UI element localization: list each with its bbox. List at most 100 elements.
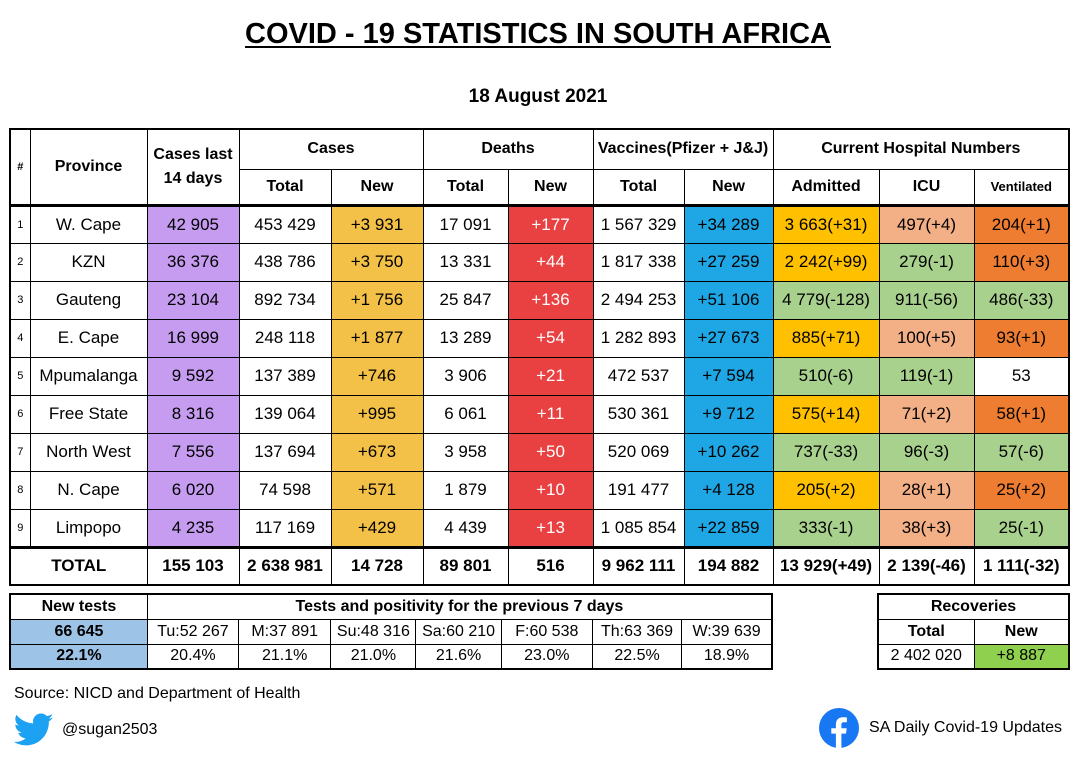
row-number: 1 — [9, 203, 31, 244]
vaccines-header: Vaccines(Pfizer + J&J) — [592, 128, 774, 170]
vacc-total: 1 085 854 — [592, 508, 685, 548]
admitted: 333(-1) — [772, 508, 880, 548]
hospital-header: Current Hospital Numbers — [772, 128, 1070, 170]
total-cases-total: 2 638 981 — [238, 545, 332, 586]
cases-14days: 42 905 — [146, 203, 240, 244]
cases-total: 137 389 — [238, 356, 332, 396]
cases-total: 137 694 — [238, 432, 332, 472]
deaths-total: 13 331 — [422, 242, 509, 282]
admitted: 3 663(+31) — [772, 203, 880, 244]
admitted: 510(-6) — [772, 356, 880, 396]
ventilated: 110(+3) — [973, 242, 1070, 282]
day-tests: M:37 891 — [238, 618, 332, 645]
cases-total-header: Total — [238, 168, 332, 206]
twitter-handle[interactable]: @sugan2503 — [14, 713, 157, 747]
total-deaths-total: 89 801 — [422, 545, 509, 586]
total-row: TOTAL 155 103 2 638 981 14 728 89 801 51… — [9, 545, 1070, 586]
day-positivity: 23.0% — [500, 643, 593, 670]
ventilated: 53 — [973, 356, 1070, 396]
day-positivity: 21.6% — [415, 643, 502, 670]
day-tests: Su:48 316 — [330, 618, 417, 645]
cases-14days: 9 592 — [146, 356, 240, 396]
cases-new: +429 — [330, 508, 424, 548]
cases-new-header: New — [330, 168, 424, 206]
admitted: 2 242(+99) — [772, 242, 880, 282]
cases-total: 453 429 — [238, 203, 332, 244]
day-tests: W:39 639 — [681, 618, 773, 645]
cases-14days: 4 235 — [146, 508, 240, 548]
recoveries-table: Recoveries Total New 2 402 020 +8 887 — [877, 593, 1071, 670]
table-row: 1 W. Cape 42 905 453 429 +3 931 17 091 +… — [9, 203, 1070, 244]
cases-total: 74 598 — [238, 470, 332, 510]
cases-14days: 23 104 — [146, 280, 240, 320]
province-name: Free State — [29, 394, 148, 434]
ventilated-header: Ventilated — [973, 168, 1070, 206]
facebook-page[interactable]: SA Daily Covid-19 Updates — [819, 708, 1062, 748]
ventilated: 25(-1) — [973, 508, 1070, 548]
deaths-total: 4 439 — [422, 508, 509, 548]
ventilated: 25(+2) — [973, 470, 1070, 510]
icu: 28(+1) — [878, 470, 975, 510]
province-header: Province — [29, 128, 148, 206]
admitted: 205(+2) — [772, 470, 880, 510]
deaths-total: 25 847 — [422, 280, 509, 320]
recoveries-header: Recoveries — [877, 593, 1070, 620]
table-row: 3 Gauteng 23 104 892 734 +1 756 25 847 +… — [9, 280, 1070, 320]
vacc-new-header: New — [683, 168, 774, 206]
deaths-new: +54 — [507, 318, 594, 358]
deaths-new: +11 — [507, 394, 594, 434]
vacc-total: 191 477 — [592, 470, 685, 510]
cases-14days: 8 316 — [146, 394, 240, 434]
ventilated: 204(+1) — [973, 203, 1070, 244]
total-deaths-new: 516 — [507, 545, 594, 586]
cases-14days-header-line2: 14 days — [163, 169, 223, 187]
tests-table: New tests Tests and positivity for the p… — [9, 593, 773, 670]
row-number: 2 — [9, 242, 31, 282]
row-number: 7 — [9, 432, 31, 472]
vacc-total: 520 069 — [592, 432, 685, 472]
vacc-new: +4 128 — [683, 470, 774, 510]
ventilated: 58(+1) — [973, 394, 1070, 434]
day-tests: Sa:60 210 — [415, 618, 502, 645]
cases-14days-header: Cases last 14 days — [146, 128, 240, 206]
vacc-total: 2 494 253 — [592, 280, 685, 320]
new-tests-header: New tests — [9, 593, 148, 620]
icu: 911(-56) — [878, 280, 975, 320]
province-name: Gauteng — [29, 280, 148, 320]
report-date: 18 August 2021 — [468, 86, 608, 107]
deaths-new: +10 — [507, 470, 594, 510]
icu: 119(-1) — [878, 356, 975, 396]
vacc-new: +27 259 — [683, 242, 774, 282]
icu: 96(-3) — [878, 432, 975, 472]
vacc-total: 1 567 329 — [592, 203, 685, 244]
vacc-total: 472 537 — [592, 356, 685, 396]
deaths-new-header: New — [507, 168, 594, 206]
deaths-new: +136 — [507, 280, 594, 320]
deaths-new: +13 — [507, 508, 594, 548]
vacc-new: +7 594 — [683, 356, 774, 396]
admitted: 4 779(-128) — [772, 280, 880, 320]
vacc-new: +10 262 — [683, 432, 774, 472]
row-number: 8 — [9, 470, 31, 510]
admitted: 575(+14) — [772, 394, 880, 434]
total-ventilated: 1 111(-32) — [973, 545, 1070, 586]
icu: 279(-1) — [878, 242, 975, 282]
table-row: 5 Mpumalanga 9 592 137 389 +746 3 906 +2… — [9, 356, 1070, 396]
deaths-total: 3 906 — [422, 356, 509, 396]
total-cases-new: 14 728 — [330, 545, 424, 586]
day-tests: Th:63 369 — [591, 618, 683, 645]
cases-new: +571 — [330, 470, 424, 510]
total-label: TOTAL — [9, 545, 148, 586]
vacc-new: +9 712 — [683, 394, 774, 434]
day-positivity: 21.1% — [238, 643, 332, 670]
stats-table: # Province Cases last 14 days Cases Deat… — [9, 128, 1071, 586]
cases-new: +1 756 — [330, 280, 424, 320]
ventilated: 486(-33) — [973, 280, 1070, 320]
vacc-total: 1 817 338 — [592, 242, 685, 282]
recoveries-new-header: New — [973, 618, 1070, 645]
admitted-header: Admitted — [772, 168, 880, 206]
recoveries-new: +8 887 — [973, 643, 1070, 670]
deaths-total: 13 289 — [422, 318, 509, 358]
province-name: Limpopo — [29, 508, 148, 548]
vacc-total-header: Total — [592, 168, 685, 206]
